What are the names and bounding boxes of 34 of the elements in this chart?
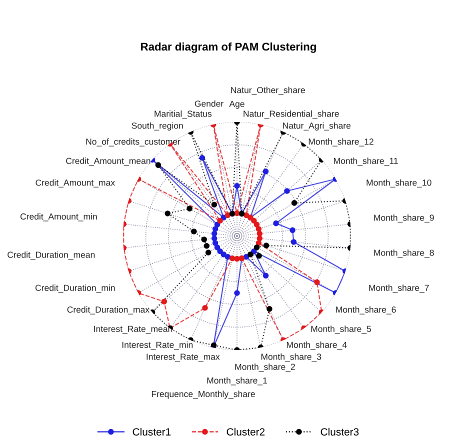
spoke-label: Month_share_5 [311, 326, 372, 334]
spoke-label: Month_share_10 [366, 179, 432, 188]
spoke-label: Month_share_7 [369, 284, 429, 293]
spoke-label: Month_share_6 [336, 306, 396, 314]
spoke-label: Maritial_Status [154, 110, 212, 118]
spoke-label: Month_share_8 [374, 249, 434, 258]
spoke-label: Natur_Residential_share [244, 110, 339, 118]
spoke-label: Credit_Amount_mean [66, 158, 150, 166]
spoke-label: Month_share_4 [286, 342, 347, 350]
spoke-label: Credit_Amount_max [36, 179, 115, 188]
spoke-label: Month_share_12 [308, 138, 374, 146]
spoke-label: Month_share_1 [207, 377, 267, 386]
legend-label: Cluster2 [226, 428, 265, 436]
spoke-label: Credit_Duration_max [67, 306, 150, 314]
spoke-label: Credit_Duration_min [35, 284, 115, 293]
spoke-label: Month_share_11 [334, 158, 398, 166]
spoke-label: Age [229, 100, 244, 109]
spoke-label: Interest_Rate_max [146, 354, 220, 362]
spoke-label: No_of_credits_customer [86, 138, 180, 146]
spoke-label: Frequence_Monthly_share [152, 390, 255, 399]
spoke-label: South_region [132, 122, 183, 130]
spoke-label: Interest_Rate_min [122, 342, 193, 350]
spoke-label: Credit_Amount_min [20, 213, 97, 222]
spoke-label: Natur_Agri_share [283, 122, 351, 130]
chart-title: Radar diagram of PAM Clustering [141, 42, 316, 53]
spoke-label: Month_share_2 [235, 364, 295, 372]
spoke-label: Month_share_9 [374, 214, 434, 222]
spoke-label: Credit_Duration_mean [8, 251, 95, 260]
legend-label: Cluster3 [320, 428, 359, 436]
spoke-label: Interest_Rate_mean [94, 326, 172, 334]
legend-label: Cluster1 [132, 428, 171, 436]
spoke-label: Month_share_3 [261, 353, 322, 362]
spoke-label: Gender [194, 100, 224, 107]
spoke-label: Natur_Other_share [231, 86, 305, 95]
